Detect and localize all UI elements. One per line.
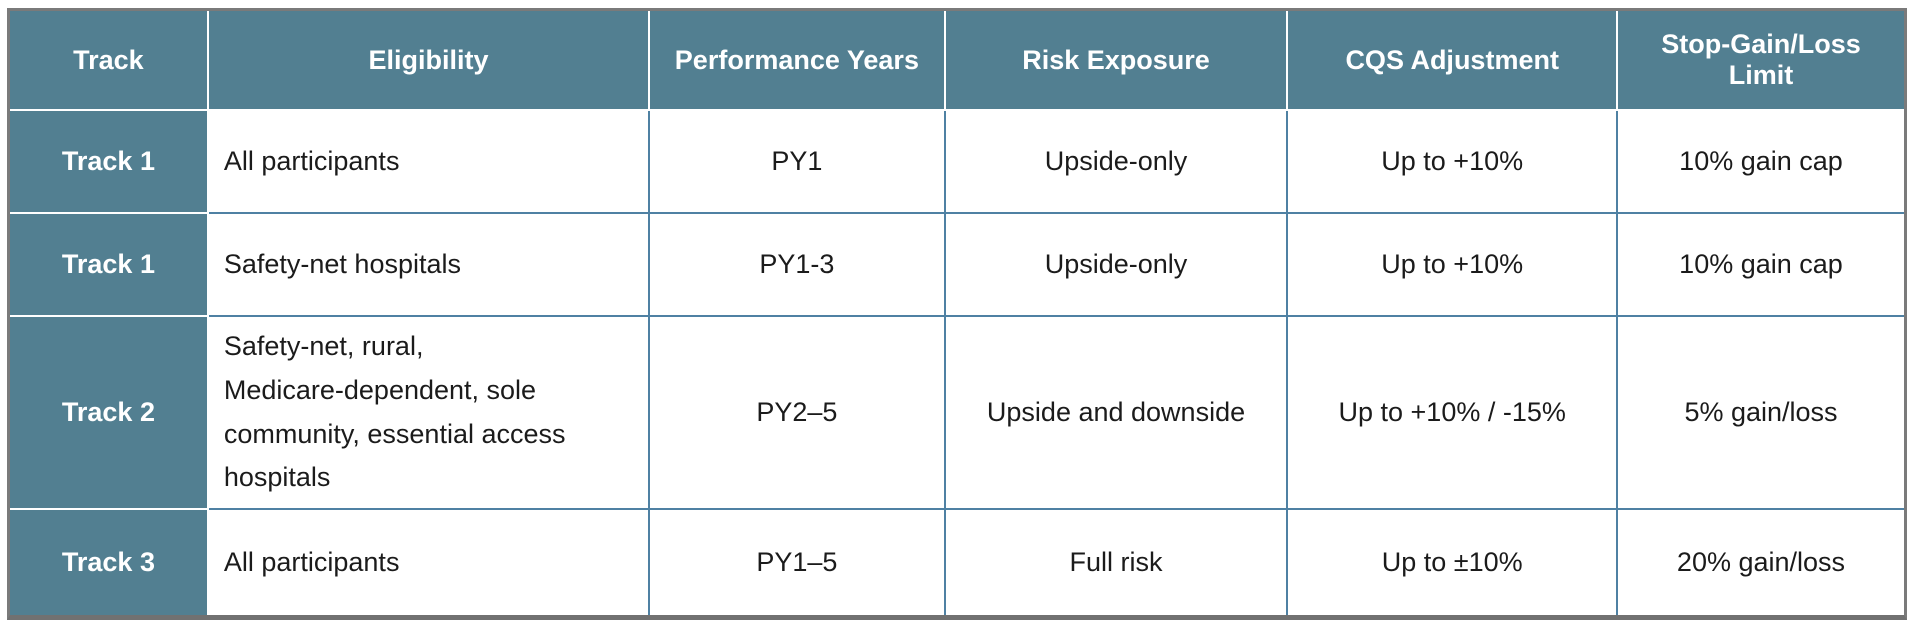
cell-cqs-adjustment: Up to ±10% [1288, 510, 1618, 615]
cell-track: Track 3 [10, 510, 209, 615]
cell-eligibility: Safety-net hospitals [208, 214, 651, 317]
column-header-eligibility: Eligibility [208, 11, 651, 111]
tracks-comparison-table: Track Eligibility Performance Years Risk… [7, 8, 1907, 620]
column-header-stop-gain-loss-limit: Stop-Gain/Loss Limit [1617, 11, 1904, 111]
column-header-track: Track [10, 11, 209, 111]
table-header: Track Eligibility Performance Years Risk… [10, 11, 1904, 111]
cell-stop-gain-loss-limit: 10% gain cap [1617, 111, 1904, 214]
cell-risk-exposure: Upside-only [945, 111, 1289, 214]
cell-performance-years: PY2–5 [650, 317, 946, 510]
cell-performance-years: PY1 [650, 111, 946, 214]
cell-eligibility: All participants [208, 111, 651, 214]
cell-stop-gain-loss-limit: 5% gain/loss [1617, 317, 1904, 510]
cell-cqs-adjustment: Up to +10% [1288, 214, 1618, 317]
table-body: Track 1 All participants PY1 Upside-only… [10, 111, 1904, 615]
cell-track: Track 1 [10, 214, 209, 317]
cell-eligibility: Safety-net, rural, Medicare-dependent, s… [208, 317, 651, 510]
cell-eligibility: All participants [208, 510, 651, 615]
cell-risk-exposure: Upside-only [945, 214, 1289, 317]
column-header-performance-years: Performance Years [650, 11, 946, 111]
cell-performance-years: PY1-3 [650, 214, 946, 317]
table-row-track1-all: Track 1 All participants PY1 Upside-only… [10, 111, 1904, 214]
column-header-cqs-adjustment: CQS Adjustment [1288, 11, 1618, 111]
cell-stop-gain-loss-limit: 10% gain cap [1617, 214, 1904, 317]
cell-risk-exposure: Upside and downside [945, 317, 1289, 510]
table-row-track2: Track 2 Safety-net, rural, Medicare-depe… [10, 317, 1904, 510]
column-header-risk-exposure: Risk Exposure [945, 11, 1289, 111]
header-row: Track Eligibility Performance Years Risk… [10, 11, 1904, 111]
cell-cqs-adjustment: Up to +10% [1288, 111, 1618, 214]
table-row-track3: Track 3 All participants PY1–5 Full risk… [10, 510, 1904, 615]
cell-stop-gain-loss-limit: 20% gain/loss [1617, 510, 1904, 615]
table-row-track1-safetynet: Track 1 Safety-net hospitals PY1-3 Upsid… [10, 214, 1904, 317]
cell-risk-exposure: Full risk [945, 510, 1289, 615]
cell-track: Track 1 [10, 111, 209, 214]
cell-performance-years: PY1–5 [650, 510, 946, 615]
cell-cqs-adjustment: Up to +10% / -15% [1288, 317, 1618, 510]
cell-track: Track 2 [10, 317, 209, 510]
